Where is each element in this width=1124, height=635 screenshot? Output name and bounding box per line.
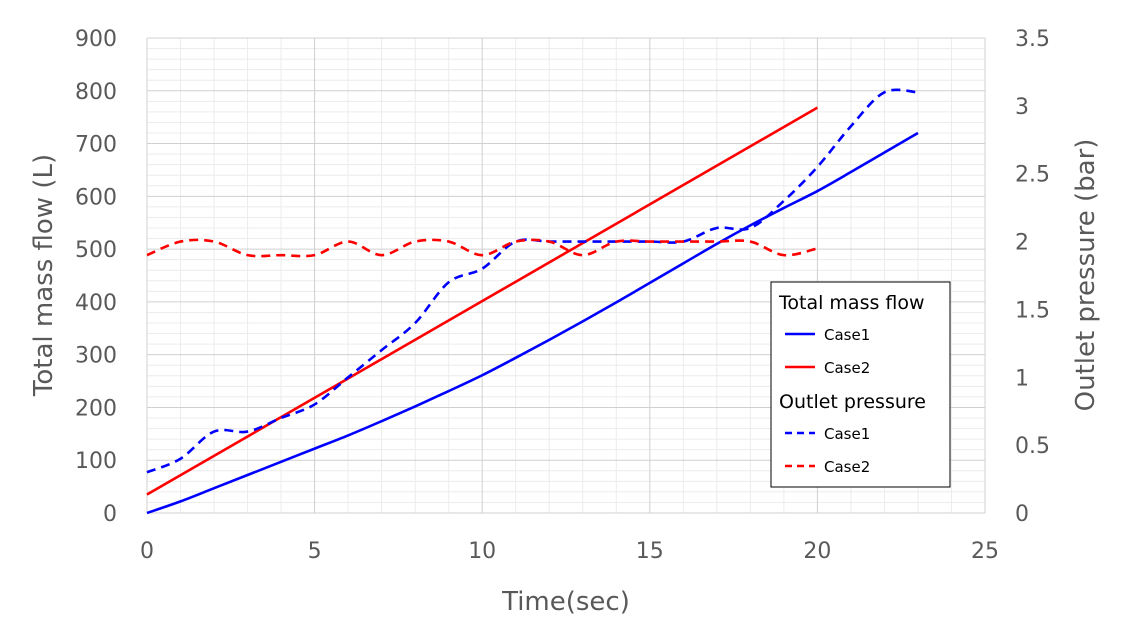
y-tick-label: 400 bbox=[75, 291, 117, 316]
legend-box bbox=[770, 281, 951, 488]
x-tick-label: 15 bbox=[636, 539, 664, 564]
legend-group-title: Outlet pressure bbox=[779, 391, 926, 413]
y2-tick-label: 0.5 bbox=[1015, 434, 1050, 459]
legend-label: Case1 bbox=[824, 425, 870, 443]
x-axis-title: Time(sec) bbox=[501, 587, 630, 617]
legend-label: Case1 bbox=[824, 326, 870, 344]
series-line-total-mass-flow-case1 bbox=[146, 131, 919, 515]
x-tick-label: 10 bbox=[468, 539, 496, 564]
y-tick-label: 600 bbox=[75, 185, 117, 210]
y2-tick-label: 1 bbox=[1015, 366, 1029, 391]
x-tick-label: 20 bbox=[803, 539, 831, 564]
y-tick-label: 800 bbox=[75, 80, 117, 105]
y-tick-label: 300 bbox=[75, 344, 117, 369]
y2-tick-label: 3.5 bbox=[1015, 27, 1050, 52]
legend-group-title: Total mass flow bbox=[778, 292, 925, 314]
series-line-outlet-pressure-case2 bbox=[146, 238, 818, 258]
legend: Total mass flow Case1 Case2 Outlet pressure… bbox=[770, 281, 951, 488]
y-axis-title: Total mass flow (L) bbox=[29, 154, 59, 397]
y-tick-label: 900 bbox=[75, 27, 117, 52]
y2-tick-label: 2 bbox=[1015, 231, 1029, 256]
legend-label: Case2 bbox=[824, 359, 870, 377]
y2-tick-label: 1.5 bbox=[1015, 298, 1050, 323]
series-lines bbox=[146, 88, 919, 515]
y-tick-label: 0 bbox=[103, 502, 117, 527]
legend-label: Case2 bbox=[824, 458, 870, 476]
series-line-total-mass-flow-case2 bbox=[146, 106, 819, 496]
y-tick-label: 200 bbox=[75, 396, 117, 421]
y2-tick-label: 2.5 bbox=[1015, 163, 1050, 188]
y2-axis-title: Outlet pressure (bar) bbox=[1071, 139, 1101, 412]
y-tick-label: 100 bbox=[75, 449, 117, 474]
x-tick-label: 0 bbox=[140, 539, 154, 564]
x-tick-label: 5 bbox=[308, 539, 322, 564]
y2-tick-label: 3 bbox=[1015, 95, 1029, 120]
x-tick-label: 25 bbox=[971, 539, 999, 564]
y-tick-label: 500 bbox=[75, 238, 117, 263]
y-tick-label: 700 bbox=[75, 133, 117, 158]
y2-tick-label: 0 bbox=[1015, 502, 1029, 527]
tick-labels: 0 5 10 15 20 25 0 100 200 300 400 500 600 700 800 900 0 0… bbox=[75, 27, 1050, 564]
